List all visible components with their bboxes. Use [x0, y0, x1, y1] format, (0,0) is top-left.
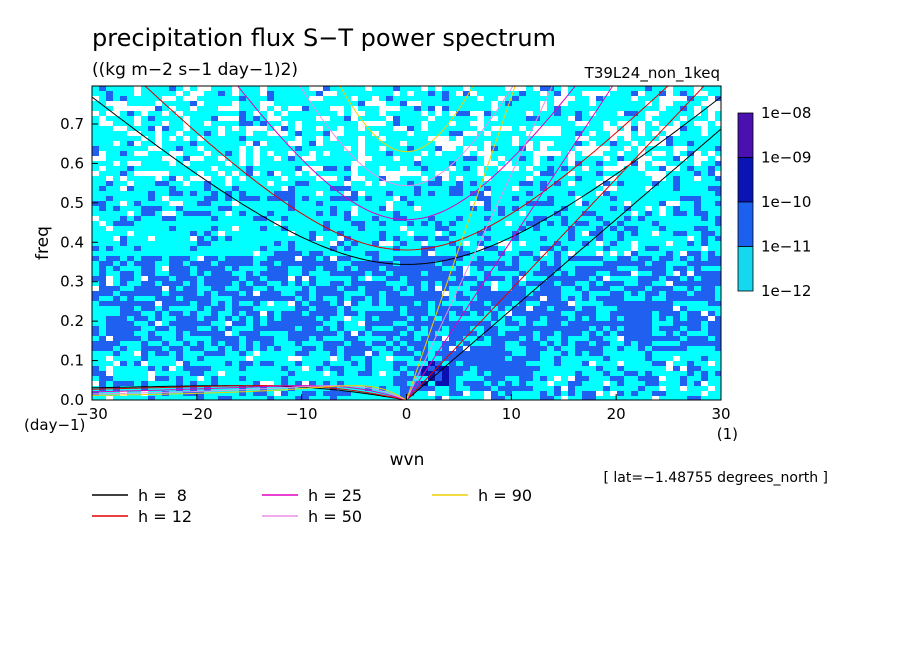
- kelvin-curve-h8: [406, 128, 721, 400]
- spectrum-field: [92, 86, 721, 400]
- y-tick-label: 0.0: [60, 391, 84, 409]
- colorbar-label: 1e−09: [761, 149, 811, 167]
- chart-title: precipitation flux S−T power spectrum: [92, 24, 556, 52]
- kelvin-curve-h12: [406, 86, 705, 400]
- chart-subtitle: ((kg m−2 s−1 day−1)2): [92, 60, 298, 80]
- colorbar-segment: [737, 246, 754, 292]
- legend-item: h = 25: [262, 486, 362, 505]
- legend-item: h = 8: [92, 486, 187, 505]
- y-tick-label: 0.2: [60, 312, 84, 330]
- gravity-curve-h12: [144, 86, 669, 251]
- x-axis-units: (1): [717, 425, 738, 443]
- kelvin-curve-h90: [406, 86, 516, 400]
- legend-label: h = 90: [478, 486, 532, 505]
- legend: h = 8 h = 12 h = 25 h = 50 h = 90: [92, 486, 532, 526]
- gravity-curve-h90: [339, 86, 474, 153]
- x-axis: −30 −20 −10 0 10 20 30: [76, 394, 731, 423]
- legend-label: h = 25: [308, 486, 362, 505]
- gravity-curve-h8: [92, 96, 721, 265]
- dispersion-curves: [92, 86, 721, 400]
- legend-label: h = 12: [138, 507, 192, 526]
- legend-label: h = 8: [138, 486, 187, 505]
- colorbar-segment: [737, 201, 754, 247]
- kelvin-curve-h25: [406, 86, 614, 400]
- y-tick-label: 0.3: [60, 273, 84, 291]
- x-tick-label: −10: [286, 405, 318, 423]
- curve-h90: [92, 86, 516, 400]
- rossby-curve-h12: [92, 385, 407, 400]
- rossby-curve-h25: [92, 385, 407, 400]
- y-axis: 0.0 0.1 0.2 0.3 0.4 0.5 0.6 0.7: [60, 115, 98, 409]
- colorbar-label: 1e−11: [761, 238, 811, 256]
- curve-h50: [92, 86, 553, 400]
- y-tick-label: 0.1: [60, 352, 84, 370]
- y-tick-label: 0.4: [60, 233, 84, 251]
- legend-item: h = 50: [262, 507, 362, 526]
- colorbar: 1e−08 1e−09 1e−10 1e−11 1e−12: [737, 104, 811, 300]
- curve-h25: [92, 86, 614, 400]
- rossby-curve-h50: [92, 385, 407, 400]
- rossby-curve-h90: [92, 385, 407, 400]
- x-axis-label: wvn: [390, 450, 425, 470]
- y-tick-label: 0.6: [60, 154, 84, 172]
- x-tick-label: 0: [402, 405, 412, 423]
- run-label: T39L24_non_1keq: [584, 64, 720, 83]
- legend-item: h = 90: [432, 486, 532, 505]
- colorbar-label: 1e−08: [761, 104, 811, 122]
- x-tick-label: 10: [502, 405, 521, 423]
- colorbar-segment: [737, 157, 754, 203]
- y-tick-label: 0.5: [60, 194, 84, 212]
- legend-item: h = 12: [92, 507, 192, 526]
- colorbar-segment: [737, 112, 754, 158]
- y-axis-label: freq: [33, 226, 53, 260]
- gravity-curve-h50: [299, 86, 514, 187]
- legend-label: h = 50: [308, 507, 362, 526]
- y-axis-units: (day−1): [24, 416, 85, 434]
- colorbar-label: 1e−10: [761, 193, 811, 211]
- latitude-note: [ lat=−1.48755 degrees_north ]: [604, 470, 829, 486]
- x-tick-label: −30: [76, 405, 108, 423]
- x-tick-label: −20: [181, 405, 213, 423]
- y-tick-label: 0.7: [60, 115, 84, 133]
- curve-h12: [92, 86, 705, 400]
- x-tick-label: 30: [711, 405, 730, 423]
- colorbar-label: 1e−12: [761, 282, 811, 300]
- kelvin-curve-h50: [406, 86, 553, 400]
- x-tick-label: 20: [607, 405, 626, 423]
- gravity-curve-h25: [237, 86, 576, 221]
